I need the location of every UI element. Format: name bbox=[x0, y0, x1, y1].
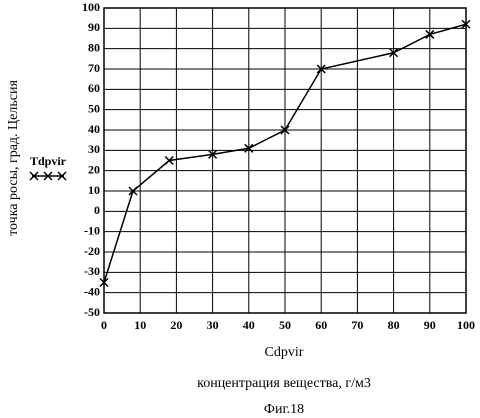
x-tick-label: 50 bbox=[279, 318, 291, 332]
y-tick-label: -10 bbox=[84, 223, 100, 237]
data-point bbox=[461, 19, 471, 29]
x-tick-label: 60 bbox=[315, 318, 327, 332]
y-tick-label: 50 bbox=[88, 101, 100, 115]
y-tick-label: 30 bbox=[88, 142, 100, 156]
x-tick-label: 30 bbox=[207, 318, 219, 332]
x-axis-label: Cdpvir bbox=[265, 345, 304, 360]
data-point bbox=[99, 277, 109, 288]
data-point bbox=[128, 186, 138, 196]
x-tick-label: 90 bbox=[424, 318, 436, 332]
y-tick-label: -20 bbox=[84, 244, 100, 258]
y-tick-label: 10 bbox=[88, 183, 100, 197]
x-tick-label: 70 bbox=[351, 318, 363, 332]
data-point bbox=[389, 48, 399, 58]
y-tick-label: 80 bbox=[88, 40, 100, 54]
x-tick-label: 100 bbox=[457, 318, 475, 332]
data-point bbox=[316, 64, 326, 74]
data-point bbox=[244, 143, 254, 153]
legend-marker bbox=[57, 171, 67, 181]
data-line bbox=[103, 23, 467, 283]
y-tick-label: 40 bbox=[88, 122, 100, 136]
y-tick-label: 60 bbox=[88, 81, 100, 95]
y-tick-label: -50 bbox=[84, 305, 100, 319]
legend-marker bbox=[29, 171, 39, 181]
y-tick-label: 20 bbox=[88, 162, 100, 176]
data-point bbox=[164, 155, 174, 166]
data-point bbox=[280, 125, 290, 135]
y-tick-label: 100 bbox=[82, 0, 100, 14]
legend-marker bbox=[43, 171, 53, 181]
data-point bbox=[208, 149, 218, 159]
y-tick-label: 90 bbox=[88, 20, 100, 34]
plot-frame bbox=[103, 7, 467, 314]
data-point bbox=[425, 29, 435, 39]
y-axis-title: точка росы, град. Цельсия bbox=[6, 80, 21, 236]
x-tick-label: 20 bbox=[170, 318, 182, 332]
x-axis-title: концентрация вещества, г/м3 bbox=[197, 376, 371, 391]
caption: Фиг.18 bbox=[264, 402, 304, 417]
x-tick-label: 80 bbox=[388, 318, 400, 332]
y-tick-label: 0 bbox=[94, 203, 100, 217]
y-tick-label: -30 bbox=[84, 264, 100, 278]
x-tick-label: 10 bbox=[134, 318, 146, 332]
y-tick-label: -40 bbox=[84, 284, 100, 298]
legend-label: Tdpvir bbox=[30, 154, 67, 168]
x-tick-label: 0 bbox=[101, 318, 107, 332]
x-tick-label: 40 bbox=[243, 318, 255, 332]
y-tick-label: 70 bbox=[88, 61, 100, 75]
